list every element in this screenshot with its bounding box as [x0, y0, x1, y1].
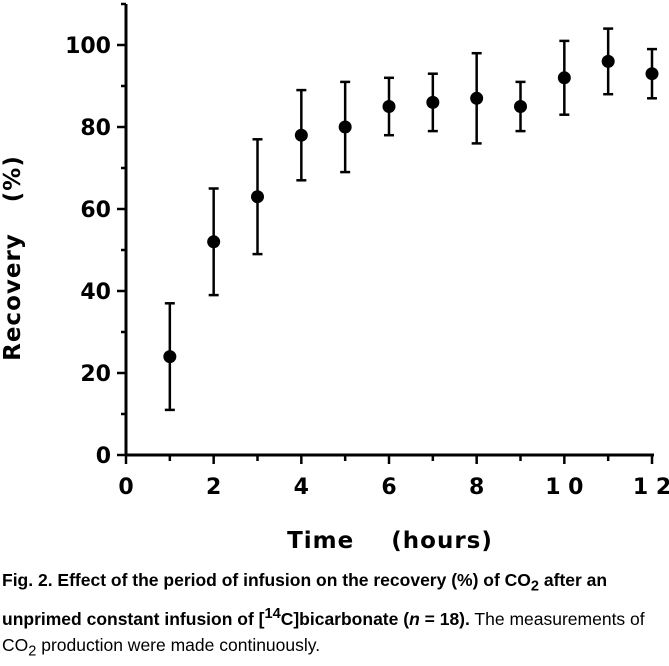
data-point-group: [294, 88, 308, 182]
data-point-group: [601, 27, 615, 96]
data-point: [294, 128, 308, 142]
y-ticks: 0 20 40 60 80 100: [65, 2, 126, 469]
data-point: [514, 100, 527, 113]
x-tick-label: 8: [469, 475, 484, 500]
x-tick-label: 0: [118, 475, 133, 500]
data-point-group: [382, 76, 396, 137]
data-point: [470, 91, 484, 105]
y-axis-title: Recovery (%): [0, 155, 26, 361]
caption-italic-n: n: [409, 608, 420, 629]
caption-text-3: C]bicarbonate (: [280, 608, 410, 629]
data-point: [557, 71, 571, 85]
x-axis-title: Time (hours): [287, 528, 493, 554]
x-ticks: 0 2 4 6 8 1 0 1 2: [118, 455, 669, 500]
x-axis-label: Time: [287, 528, 354, 554]
y-tick-label: 60: [80, 198, 111, 223]
data-point-group: [557, 39, 571, 116]
axes: [124, 4, 654, 457]
data-point: [251, 190, 264, 204]
caption-superscript: 14: [264, 605, 281, 622]
data-point: [338, 120, 352, 134]
x-tick-label: 4: [294, 475, 309, 500]
y-tick-label: 40: [80, 280, 111, 305]
figure-caption: Fig. 2. Effect of the period of infusion…: [2, 567, 666, 666]
data-point-group: [163, 302, 177, 412]
y-axis-label: Recovery: [0, 233, 26, 361]
caption-text-6: production were made continuously.: [36, 635, 321, 656]
data-point-group: [251, 138, 264, 256]
data-point-group: [426, 72, 440, 133]
y-tick-label: 20: [80, 362, 111, 387]
data-point-group: [470, 51, 484, 145]
data-point-group: [207, 187, 221, 297]
data-point: [163, 350, 177, 364]
data-point-group: [338, 80, 352, 174]
caption-subscript-1: 2: [530, 578, 540, 595]
data-point-group: [514, 80, 527, 133]
x-tick-label: 6: [381, 475, 396, 500]
y-axis-unit: (%): [0, 155, 26, 202]
x-axis-unit: (hours): [391, 528, 493, 554]
data-point: [645, 67, 659, 81]
svg-text:Recovery (%): Recovery (%): [0, 155, 26, 361]
x-tick-label: 2: [206, 475, 221, 500]
data-series: [163, 27, 659, 412]
caption-text-1: Fig. 2. Effect of the period of infusion…: [2, 570, 531, 590]
data-point: [207, 235, 221, 249]
data-point-group: [645, 47, 659, 100]
data-point: [426, 95, 440, 109]
caption-subscript-2: 2: [28, 643, 37, 660]
y-tick-label: 100: [65, 34, 111, 59]
caption-text-4: = 18).: [419, 608, 470, 629]
caption-text-5: The measurements of CO: [2, 608, 645, 656]
caption-text-2: after an unprimed constant infusion of [: [2, 570, 608, 629]
x-tick-label: 1 0: [545, 475, 583, 500]
y-tick-label: 0: [96, 444, 111, 469]
data-point: [382, 100, 396, 113]
x-tick-label: 1 2: [633, 475, 669, 500]
y-tick-label: 80: [80, 116, 111, 141]
data-point: [601, 54, 615, 68]
